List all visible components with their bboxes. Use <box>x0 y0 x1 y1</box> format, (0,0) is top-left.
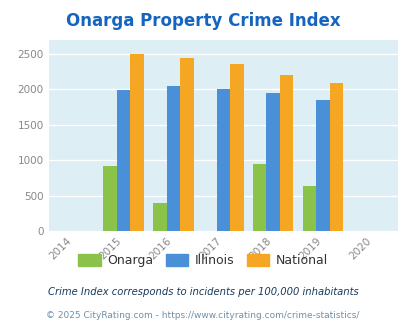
Text: Onarga Property Crime Index: Onarga Property Crime Index <box>66 13 339 30</box>
Bar <box>216 88 230 231</box>
Bar <box>130 54 143 231</box>
Bar <box>153 203 166 231</box>
Bar <box>279 75 293 231</box>
Bar <box>302 186 315 231</box>
Bar <box>166 86 180 231</box>
Text: © 2025 CityRating.com - https://www.cityrating.com/crime-statistics/: © 2025 CityRating.com - https://www.city… <box>46 311 359 320</box>
Bar <box>117 89 130 231</box>
Bar <box>180 58 193 231</box>
Bar <box>103 166 117 231</box>
Bar <box>252 164 266 231</box>
Legend: Onarga, Illinois, National: Onarga, Illinois, National <box>73 249 332 272</box>
Bar <box>329 83 342 231</box>
Bar <box>315 100 329 231</box>
Bar <box>266 93 279 231</box>
Text: Crime Index corresponds to incidents per 100,000 inhabitants: Crime Index corresponds to incidents per… <box>47 287 358 297</box>
Bar <box>230 64 243 231</box>
